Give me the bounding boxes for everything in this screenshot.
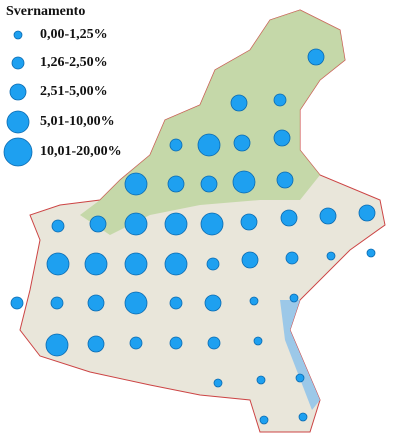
site-bubble (87, 335, 105, 353)
site-bubble (51, 219, 65, 233)
site-bubble (46, 252, 70, 276)
site-bubble (273, 129, 291, 147)
legend-title: Svernamento (6, 4, 85, 19)
site-bubble (84, 252, 108, 276)
legend: 0,00-1,25% 1,26-2,50% 2,51-5,00% 5,01-10,00… (3, 27, 122, 167)
site-bubble (358, 204, 376, 222)
site-bubble (285, 251, 299, 265)
site-bubble (233, 134, 251, 152)
site-bubble (307, 48, 325, 66)
lagoon (280, 300, 320, 410)
legend-label: 10,01-20,00% (40, 144, 122, 159)
site-bubble (249, 296, 259, 306)
site-bubble (280, 209, 298, 227)
site-bubble (276, 171, 294, 189)
legend-label: 1,26-2,50% (40, 55, 108, 70)
legend-symbol (6, 110, 30, 134)
site-bubble (169, 336, 183, 350)
site-bubble (10, 296, 24, 310)
site-bubble (366, 248, 376, 258)
site-bubble (124, 172, 148, 196)
site-bubble (167, 175, 185, 193)
site-bubble (289, 293, 299, 303)
site-bubble (295, 373, 305, 383)
legend-symbol (3, 137, 33, 167)
site-bubble (207, 336, 221, 350)
site-bubble (319, 207, 337, 225)
site-bubble (259, 415, 269, 425)
site-bubble (240, 213, 258, 231)
legend-label: 2,51-5,00% (40, 84, 108, 99)
legend-symbol (9, 83, 27, 101)
site-bubble (164, 252, 188, 276)
site-bubble (256, 375, 266, 385)
site-bubble (230, 94, 248, 112)
site-bubble (169, 138, 183, 152)
site-bubble (232, 170, 256, 194)
site-bubble (204, 294, 222, 312)
site-bubble (124, 291, 148, 315)
points (10, 48, 376, 425)
site-bubble (129, 336, 143, 350)
site-bubble (200, 212, 224, 236)
legend-label: 5,01-10,00% (40, 114, 115, 129)
site-bubble (124, 252, 148, 276)
site-bubble (241, 251, 259, 269)
legend-symbol (13, 30, 23, 40)
site-bubble (169, 296, 183, 310)
site-bubble (200, 175, 218, 193)
site-bubble (164, 212, 188, 236)
site-bubble (197, 133, 221, 157)
legend-label: 0,00-1,25% (40, 27, 108, 42)
site-bubble (89, 215, 107, 233)
site-bubble (50, 296, 64, 310)
site-bubble (45, 333, 69, 357)
site-bubble (124, 212, 148, 236)
site-bubble (326, 251, 336, 261)
site-bubble (298, 412, 308, 422)
site-bubble (213, 378, 223, 388)
site-bubble (253, 336, 263, 346)
site-bubble (206, 257, 220, 271)
site-bubble (87, 294, 105, 312)
legend-symbol (11, 56, 25, 70)
site-bubble (273, 93, 287, 107)
